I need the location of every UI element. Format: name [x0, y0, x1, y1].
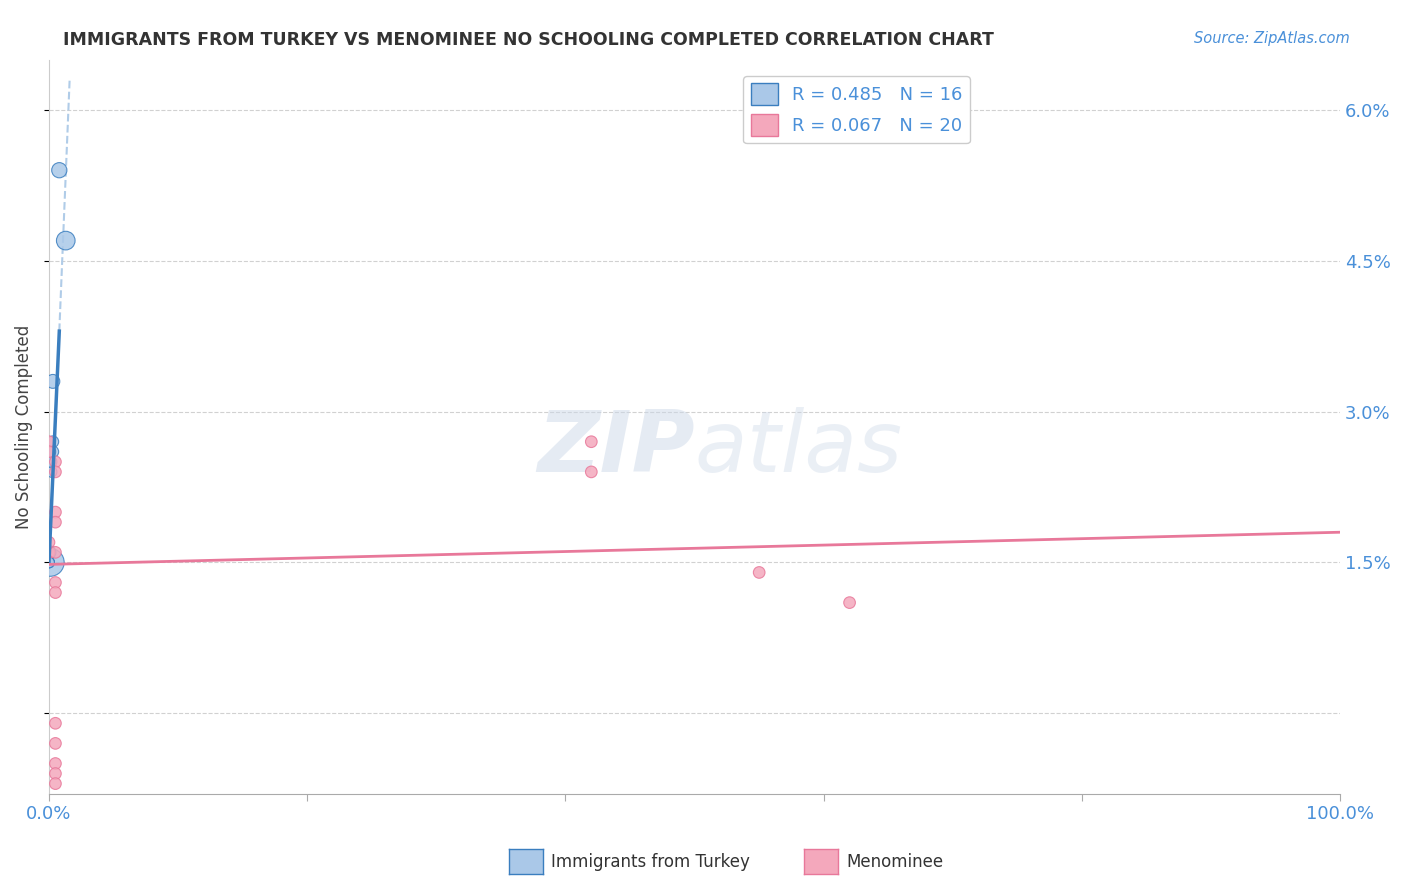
Point: [48, 163, 70, 178]
Point: [44, 756, 66, 771]
Point: [838, 596, 860, 610]
Point: [44, 766, 66, 780]
Point: [39, 455, 62, 469]
Text: Immigrants from Turkey: Immigrants from Turkey: [551, 853, 749, 871]
Point: [38, 555, 60, 569]
Point: [38, 535, 60, 549]
Text: Menominee: Menominee: [846, 853, 943, 871]
Point: [44, 465, 66, 479]
Text: ZIP: ZIP: [537, 407, 695, 491]
Point: [42, 375, 65, 389]
Point: [44, 716, 66, 731]
Point: [55, 234, 77, 248]
Point: [44, 776, 66, 790]
Point: [38, 555, 60, 569]
Point: [38, 545, 60, 559]
Point: [41, 465, 63, 479]
Point: [748, 566, 770, 580]
Point: [38, 545, 60, 559]
Legend: R = 0.485   N = 16, R = 0.067   N = 20: R = 0.485 N = 16, R = 0.067 N = 20: [744, 76, 970, 144]
Point: [38, 545, 60, 559]
Text: atlas: atlas: [695, 407, 903, 491]
Point: [39, 555, 62, 569]
Point: [44, 575, 66, 590]
Point: [44, 545, 66, 559]
Point: [44, 455, 66, 469]
Point: [581, 434, 603, 449]
Point: [38, 545, 60, 559]
Y-axis label: No Schooling Completed: No Schooling Completed: [15, 325, 32, 529]
Point: [44, 585, 66, 599]
Point: [38, 444, 60, 458]
Point: [42, 434, 65, 449]
Point: [39, 444, 62, 458]
Point: [44, 515, 66, 529]
Point: [44, 736, 66, 750]
Point: [38, 434, 60, 449]
Text: Source: ZipAtlas.com: Source: ZipAtlas.com: [1194, 31, 1350, 46]
Point: [38, 555, 60, 569]
Point: [41, 455, 63, 469]
Point: [42, 444, 65, 458]
Text: IMMIGRANTS FROM TURKEY VS MENOMINEE NO SCHOOLING COMPLETED CORRELATION CHART: IMMIGRANTS FROM TURKEY VS MENOMINEE NO S…: [63, 31, 994, 49]
Point: [581, 465, 603, 479]
Point: [44, 505, 66, 519]
